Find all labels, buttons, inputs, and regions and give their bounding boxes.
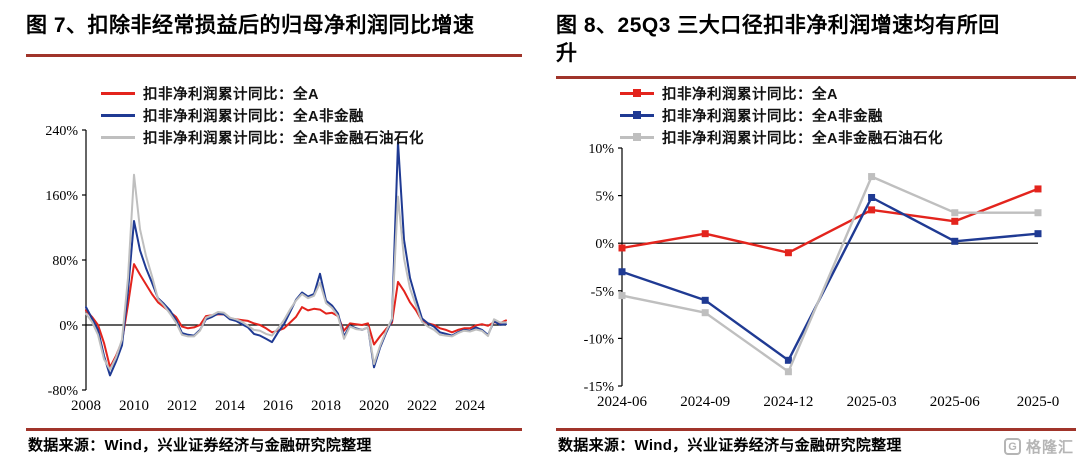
- square-marker: [618, 268, 626, 276]
- blue-line-square-swatch: [620, 111, 654, 119]
- red-square-marker: [633, 89, 641, 97]
- x-tick-label: 2010: [119, 398, 149, 414]
- legend-label: 扣非净利润累计同比：全A非金融: [662, 109, 883, 125]
- x-tick-label: 2022: [407, 398, 437, 414]
- square-marker: [951, 217, 959, 225]
- square-marker: [1034, 185, 1042, 193]
- data-source-note: 数据来源：Wind，兴业证券经济与金融研究院整理: [28, 437, 372, 454]
- square-marker: [1034, 209, 1042, 217]
- square-marker: [784, 249, 792, 257]
- y-tick-label: 0%: [59, 319, 78, 334]
- series-line: [620, 187, 1040, 254]
- series-line: [85, 173, 507, 371]
- x-tick-label: 2020: [359, 398, 389, 414]
- figure-7-panel: 图 7、扣除非经常损益后的归母净利润同比增速 240% 160% 80% 0% -80%…: [26, 0, 522, 466]
- x-tick-label: 2025-03: [847, 394, 897, 410]
- x-tick-label: 2018: [311, 398, 341, 414]
- square-marker: [868, 173, 876, 181]
- source-separator-line: [556, 428, 1076, 431]
- legend-label: 扣非净利润累计同比：全A: [143, 87, 319, 103]
- blue-line-swatch: [101, 114, 135, 117]
- y-tick-label: -15%: [584, 380, 615, 395]
- legend-label: 扣非净利润累计同比：全A非金融: [143, 109, 364, 125]
- quarterly-growth-marker-line-chart: 10% 5% 0% -5% -10% -15%2024-06 2024-09 2024-12 2…: [584, 142, 1060, 410]
- figure-8-title: 图 8、25Q3 三大口径扣非净利润增速均有所回升: [556, 14, 1000, 65]
- legend-item-all-a: 扣非净利润累计同比：全A: [101, 86, 424, 103]
- series-line: [85, 263, 507, 369]
- figure-8-panel: 图 8、25Q3 三大口径扣非净利润增速均有所回升 10% 5% 0% -5% -10%…: [556, 0, 1076, 466]
- quarterly-growth-line-chart: 240% 160% 80% 0% -80%2008 2010 2012 2014 2016 201…: [45, 124, 507, 414]
- legend-item-ex-petro: 扣非净利润累计同比：全A非金融石油石化: [101, 130, 424, 147]
- figure-8-legend: 扣非净利润累计同比：全A 扣非净利润累计同比：全A非金融 扣非净利润累计同比：全…: [620, 86, 943, 147]
- square-marker: [1034, 230, 1042, 238]
- legend-item-non-financial: 扣非净利润累计同比：全A非金融: [101, 108, 424, 125]
- square-marker: [784, 356, 792, 364]
- y-tick-label: 240%: [45, 124, 78, 139]
- y-tick-label: -5%: [591, 285, 615, 300]
- x-tick-label: 2024: [455, 398, 486, 414]
- square-marker: [701, 296, 709, 304]
- legend-label: 扣非净利润累计同比：全A非金融石油石化: [662, 131, 943, 147]
- series-line: [85, 141, 507, 377]
- legend-item-ex-petro: 扣非净利润累计同比：全A非金融石油石化: [620, 130, 943, 147]
- title-separator-line: [556, 76, 1076, 79]
- gelonghui-watermark: G 格隆汇: [1003, 436, 1074, 457]
- gray-line-swatch: [101, 136, 135, 139]
- series-line: [620, 175, 1040, 373]
- legend-item-non-financial: 扣非净利润累计同比：全A非金融: [620, 108, 943, 125]
- square-marker: [951, 237, 959, 245]
- red-line-square-swatch: [620, 89, 654, 97]
- y-tick-label: -10%: [584, 332, 615, 347]
- x-tick-label: 2024-09: [680, 394, 730, 410]
- y-tick-label: 10%: [588, 142, 614, 157]
- x-tick-label: 2024-06: [597, 394, 647, 410]
- y-tick-label: 5%: [595, 190, 614, 205]
- x-tick-label: 2008: [71, 398, 101, 414]
- square-marker: [618, 292, 626, 300]
- y-tick-label: 160%: [45, 189, 78, 204]
- square-marker: [951, 209, 959, 217]
- square-marker: [618, 244, 626, 252]
- blue-square-marker: [633, 111, 641, 119]
- figure-7-legend: 扣非净利润累计同比：全A 扣非净利润累计同比：全A非金融 扣非净利润累计同比：全…: [101, 86, 424, 147]
- figure-7-title: 图 7、扣除非经常损益后的归母净利润同比增速: [26, 14, 475, 37]
- red-line-swatch: [101, 92, 135, 95]
- y-tick-label: 80%: [52, 254, 78, 269]
- square-marker: [701, 230, 709, 238]
- gelonghui-logo-icon: G: [1003, 438, 1021, 455]
- gray-line-square-swatch: [620, 133, 654, 141]
- title-separator-line: [26, 54, 522, 57]
- gray-square-marker: [633, 133, 641, 141]
- legend-label: 扣非净利润累计同比：全A非金融石油石化: [143, 131, 424, 147]
- data-source-note: 数据来源：Wind，兴业证券经济与金融研究院整理: [558, 437, 902, 454]
- x-tick-label: 2012: [167, 398, 197, 414]
- square-marker: [868, 194, 876, 202]
- x-tick-label: 2016: [263, 398, 294, 414]
- square-marker: [784, 368, 792, 376]
- source-separator-line: [26, 428, 522, 431]
- x-tick-label: 2024-12: [763, 394, 813, 410]
- legend-item-all-a: 扣非净利润累计同比：全A: [620, 86, 943, 103]
- gelonghui-watermark-text: 格隆汇: [1025, 439, 1074, 456]
- x-tick-label: 2014: [215, 398, 246, 414]
- square-marker: [868, 206, 876, 214]
- y-tick-label: 0%: [595, 237, 614, 252]
- x-tick-label: 2025-06: [930, 394, 980, 410]
- legend-label: 扣非净利润累计同比：全A: [662, 87, 838, 103]
- square-marker: [701, 309, 709, 317]
- x-tick-label: 2025-0: [1017, 394, 1060, 410]
- series-line: [620, 196, 1040, 362]
- y-tick-label: -80%: [48, 384, 79, 399]
